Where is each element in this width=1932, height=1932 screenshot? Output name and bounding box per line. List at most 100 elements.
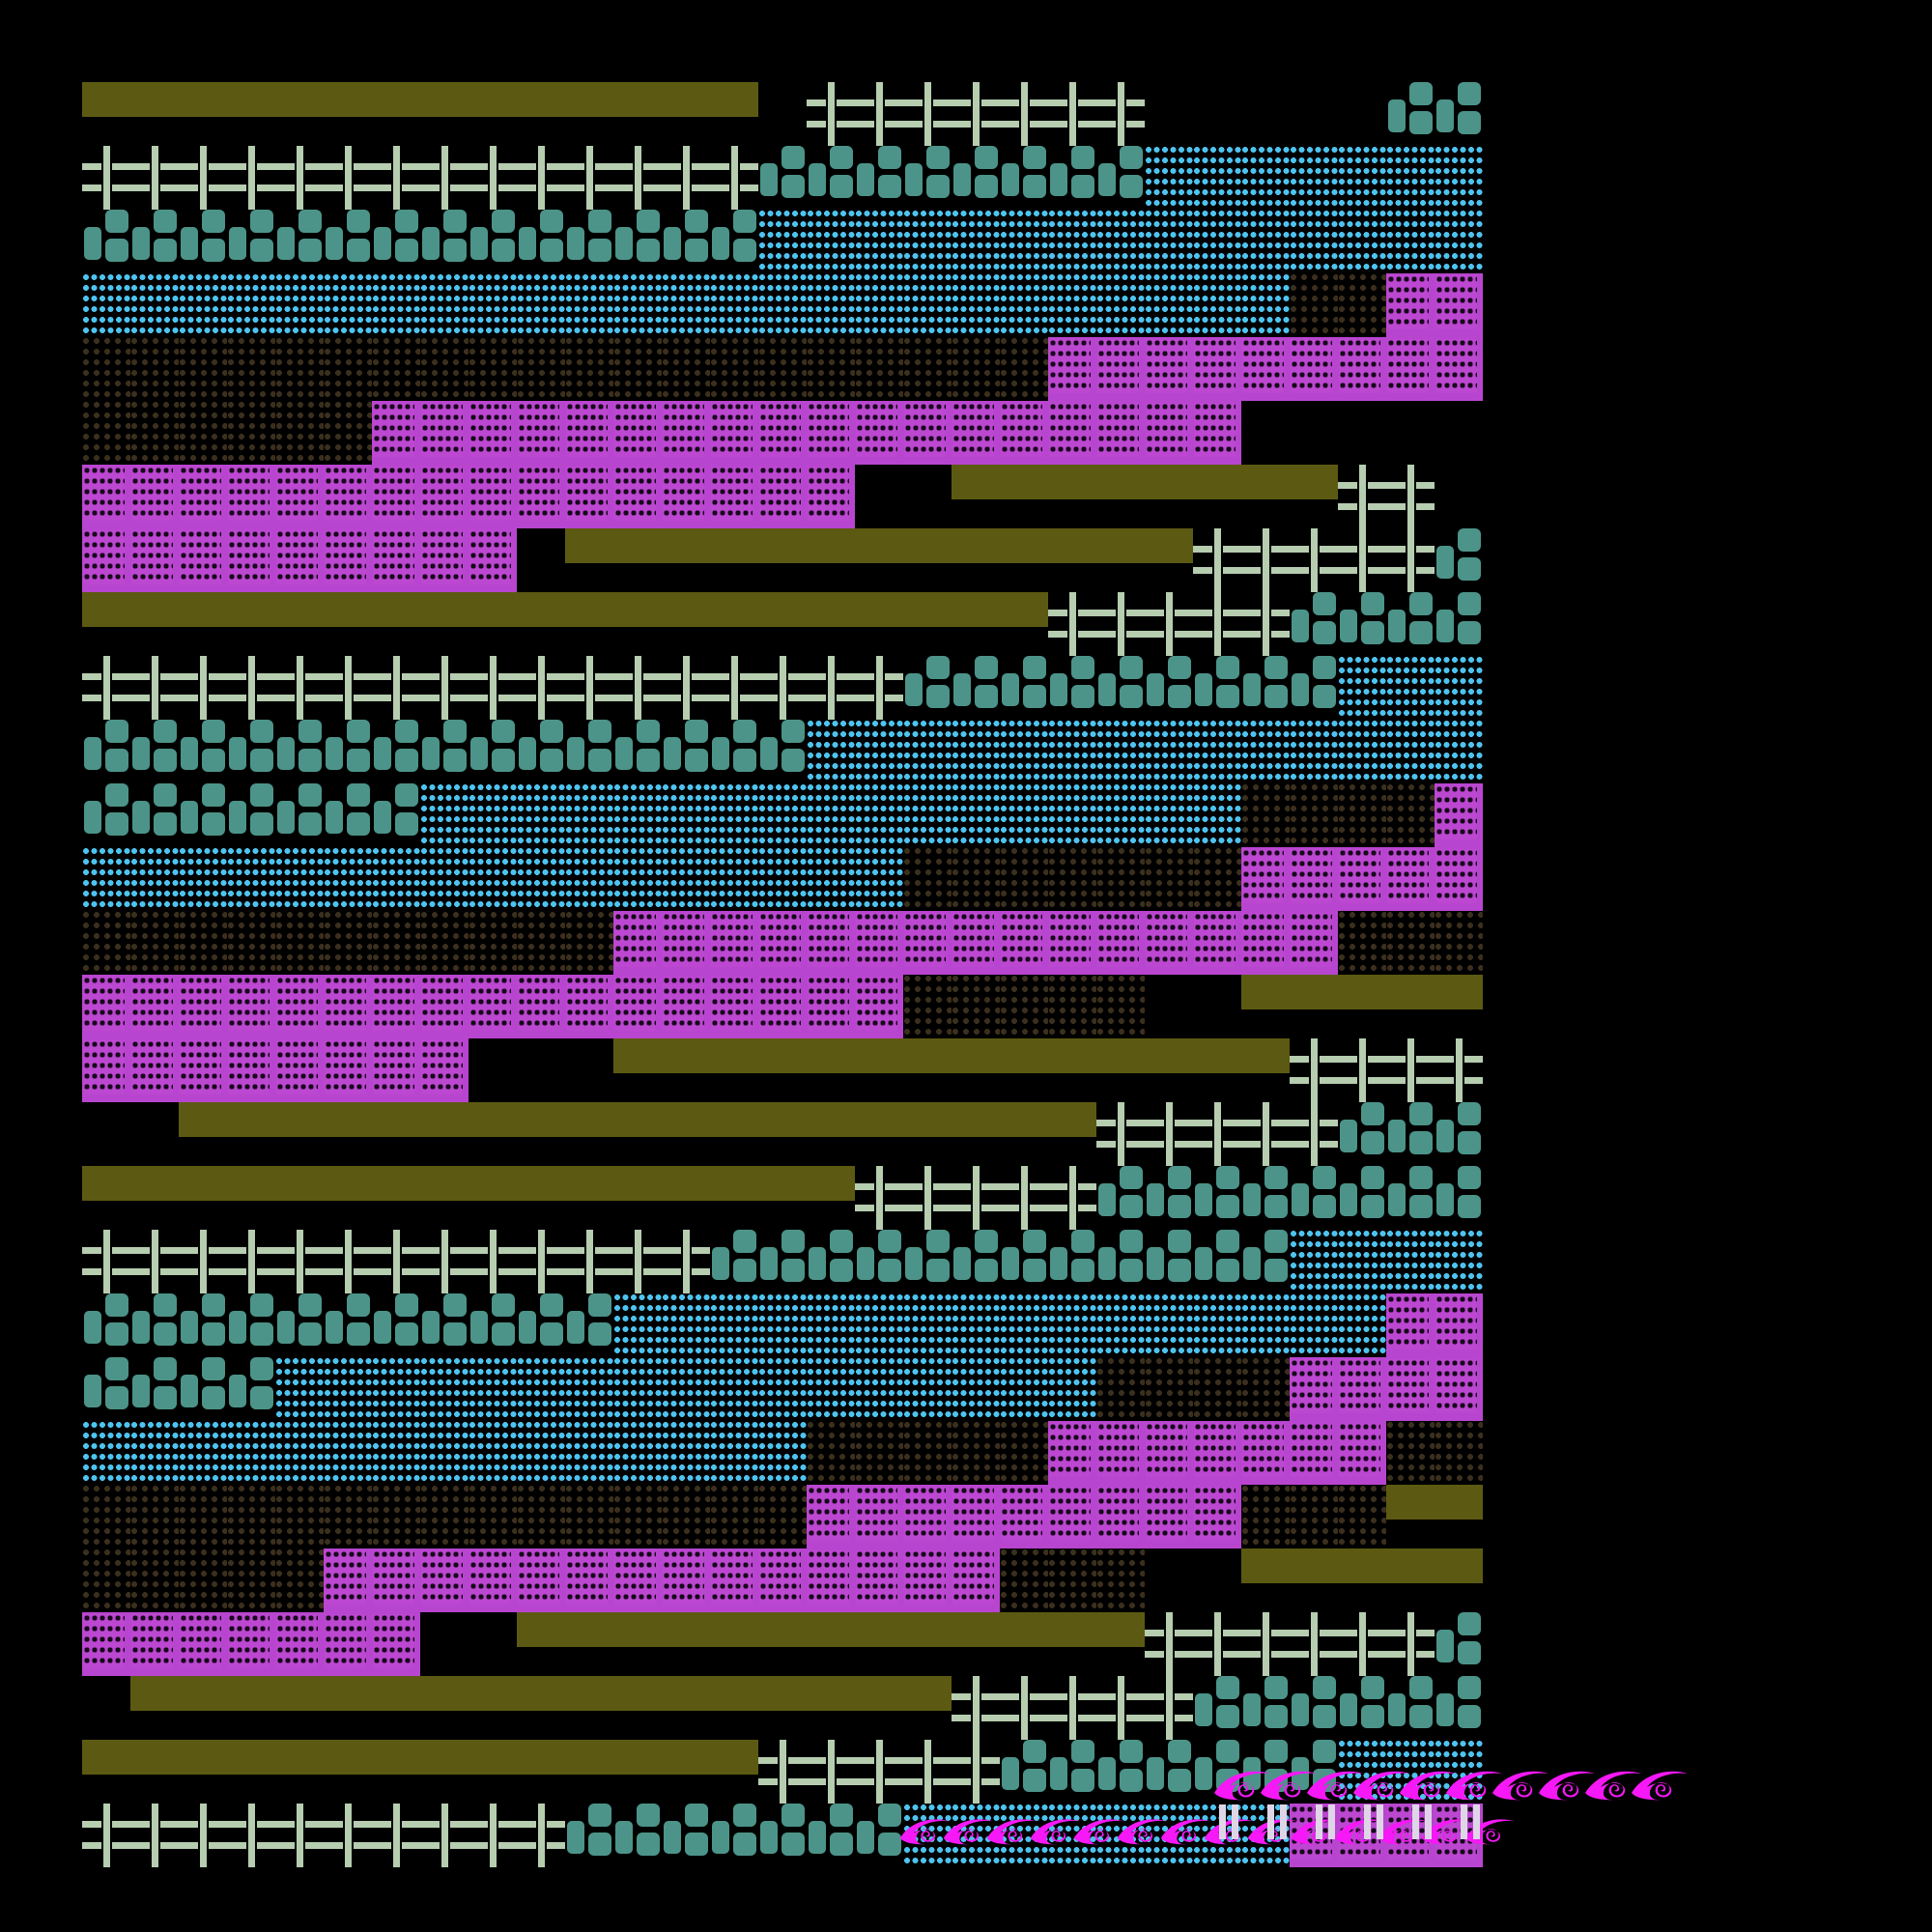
pattern-cell-cyan	[372, 1421, 420, 1485]
pattern-cell-brown	[82, 401, 130, 465]
pattern-cell-block	[1338, 592, 1386, 656]
pattern-cell-block	[1096, 656, 1145, 720]
pattern-cell-brown	[613, 337, 662, 401]
pattern-cell-weave	[82, 1612, 130, 1676]
pattern-cell-block	[807, 1230, 855, 1293]
pattern-cell-weave	[82, 465, 130, 528]
pattern-cell-cyan	[613, 1421, 662, 1485]
weave-fill	[131, 467, 173, 521]
pattern-cell-cyan	[758, 1293, 807, 1357]
weave-fill	[1097, 403, 1139, 457]
pattern-cell-stem	[855, 528, 903, 592]
pattern-cell-stem	[1338, 975, 1386, 1038]
pattern-cell-cross	[130, 146, 179, 210]
pattern-cell-brown	[662, 337, 710, 401]
pattern-cell-cross	[855, 1166, 903, 1230]
pattern-cell-stem	[1048, 1038, 1096, 1102]
pattern-cell-cross	[227, 656, 275, 720]
double-bar-icon	[1412, 1804, 1432, 1839]
pattern-cell-cyan	[517, 1421, 565, 1485]
pattern-cell-cross	[324, 1230, 372, 1293]
pattern-cell-brown	[903, 975, 952, 1038]
eye-wave-icon	[1400, 1771, 1456, 1801]
pattern-cell-stem	[1435, 975, 1483, 1038]
pattern-cell-stem	[227, 592, 275, 656]
pattern-cell-block	[662, 720, 710, 783]
pattern-cell-stem	[1386, 1548, 1435, 1612]
weave-fill	[276, 977, 318, 1031]
pattern-cell-block	[1000, 1740, 1048, 1804]
pattern-cell-cross	[565, 656, 613, 720]
pattern-cell-cross	[227, 146, 275, 210]
pattern-cell-brown	[1000, 1421, 1048, 1485]
pattern-cell-block	[1145, 1740, 1193, 1804]
weave-fill	[1435, 1295, 1477, 1350]
pattern-cell-weave	[1048, 401, 1096, 465]
weave-fill	[663, 913, 704, 967]
pattern-cell-brown	[758, 337, 807, 401]
pattern-cell-stem	[807, 1166, 855, 1230]
weave-fill	[421, 530, 463, 584]
pattern-cell-weave	[1193, 1485, 1241, 1548]
pattern-cell-cyan	[1000, 1357, 1048, 1421]
pattern-cell-block	[1290, 1676, 1338, 1740]
weave-fill	[1049, 913, 1091, 967]
pattern-cell-cyan	[807, 720, 855, 783]
pattern-cell-weave	[952, 1548, 1000, 1612]
weave-fill	[808, 977, 849, 1031]
pattern-cell-brown	[1000, 847, 1048, 911]
pattern-cell-cyan	[1290, 1230, 1338, 1293]
eye-wave-icon	[1204, 1819, 1254, 1845]
pattern-cell-weave	[952, 1485, 1000, 1548]
pattern-cell-stem	[1241, 1548, 1290, 1612]
weave-fill	[83, 977, 125, 1031]
pattern-cell-weave	[82, 528, 130, 592]
pattern-cell-cyan	[1386, 656, 1435, 720]
weave-fill	[663, 1550, 704, 1605]
pattern-cell-brown	[952, 337, 1000, 401]
pattern-cell-stem	[758, 592, 807, 656]
pattern-cell-stem	[1145, 528, 1193, 592]
pattern-cell-cross	[1000, 82, 1048, 146]
weave-fill	[1194, 403, 1236, 457]
pattern-cell-stem	[662, 1740, 710, 1804]
pattern-cell-stem	[662, 592, 710, 656]
pattern-cell-cross	[1241, 528, 1290, 592]
pattern-cell-cyan	[130, 847, 179, 911]
pattern-cell-cross	[130, 656, 179, 720]
weave-fill	[373, 530, 414, 584]
pattern-cell-cyan	[1338, 1293, 1386, 1357]
pattern-cell-cross	[758, 656, 807, 720]
pattern-cell-cross	[855, 656, 903, 720]
pattern-cell-block	[758, 1230, 807, 1293]
pattern-cell-brown	[469, 337, 517, 401]
pattern-cell-brown	[275, 1485, 324, 1548]
pattern-cell-stem	[1048, 528, 1096, 592]
eye-wave-glyph	[1072, 1816, 1126, 1849]
pattern-cell-weave	[275, 1612, 324, 1676]
pattern-cell-brown	[372, 337, 420, 401]
pattern-cell-cyan	[1145, 1293, 1193, 1357]
pattern-cell-stem	[613, 82, 662, 146]
pattern-cell-weave	[1096, 1421, 1145, 1485]
pattern-cell-stem	[227, 82, 275, 146]
weave-fill	[1049, 403, 1091, 457]
pattern-cell-stem	[1145, 1038, 1193, 1102]
pattern-cell-block	[1386, 1676, 1435, 1740]
pattern-cell-brown	[1290, 783, 1338, 847]
pattern-cell-brown	[82, 911, 130, 975]
pattern-cell-weave	[1241, 847, 1290, 911]
pattern-cell-weave	[324, 1548, 372, 1612]
pattern-cell-cross	[130, 1230, 179, 1293]
pattern-cell-cross	[179, 1230, 227, 1293]
weave-fill	[276, 530, 318, 584]
eye-wave-glyph	[1537, 1768, 1599, 1804]
pattern-cell-weave	[662, 1548, 710, 1612]
pattern-cell-weave	[1145, 337, 1193, 401]
pattern-cell-weave	[517, 1548, 565, 1612]
pattern-cell-stem	[1000, 1102, 1048, 1166]
pattern-cell-weave	[1193, 1421, 1241, 1485]
pattern-cell-brown	[372, 911, 420, 975]
weave-fill	[180, 530, 221, 584]
